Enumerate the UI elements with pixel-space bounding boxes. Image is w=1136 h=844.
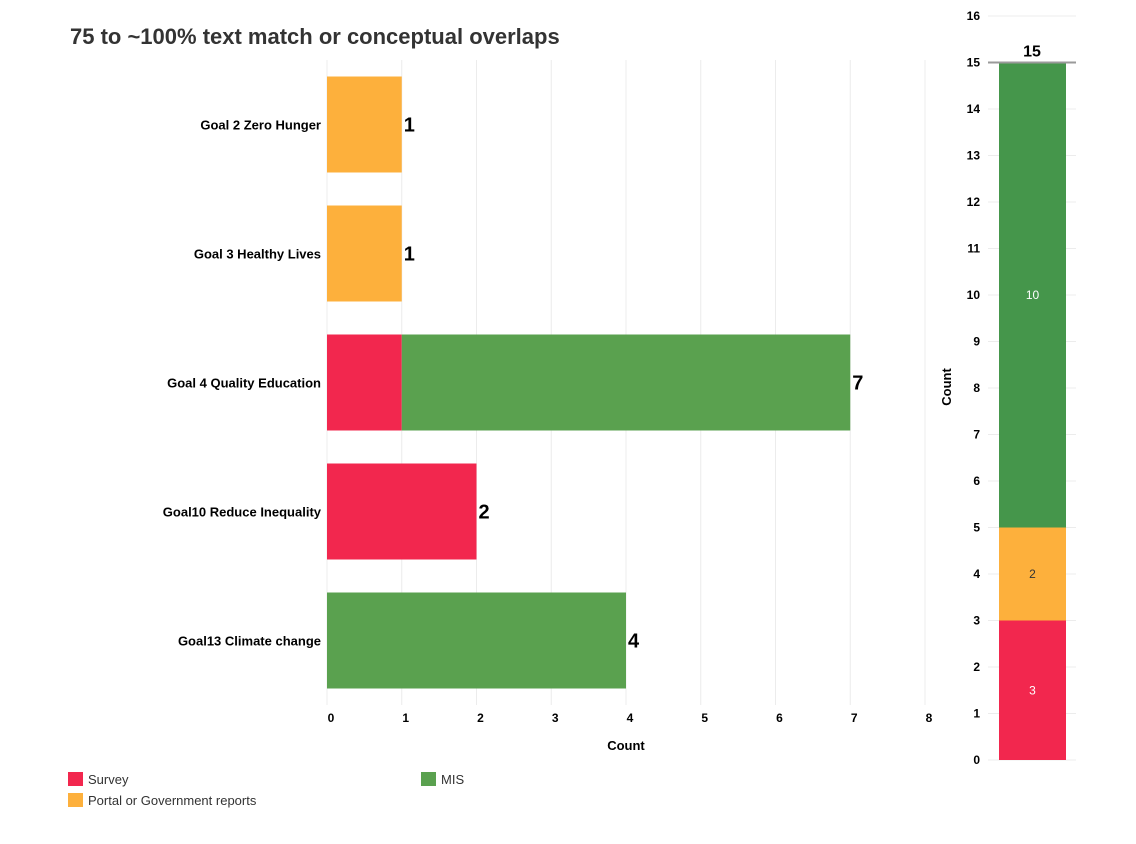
main-chart-bars bbox=[327, 76, 851, 689]
category-label: Goal13 Climate change bbox=[178, 634, 321, 649]
legend-label: MIS bbox=[441, 772, 464, 787]
segment-label: 10 bbox=[1026, 288, 1040, 302]
y-tick-label: 14 bbox=[967, 102, 981, 116]
x-tick-label: 0 bbox=[328, 711, 335, 725]
segment-label: 3 bbox=[1029, 683, 1036, 697]
legend-label: Portal or Government reports bbox=[88, 793, 257, 808]
legend: Survey MIS Portal or Government reports bbox=[68, 772, 464, 808]
x-tick-label: 2 bbox=[477, 711, 484, 725]
stack-segment bbox=[999, 62, 1066, 528]
bar-segment bbox=[401, 334, 851, 431]
y-tick-label: 10 bbox=[967, 288, 981, 302]
stack-total-label: 15 bbox=[1023, 44, 1041, 61]
category-label: Goal 2 Zero Hunger bbox=[200, 118, 321, 133]
y-tick-label: 1 bbox=[973, 707, 980, 721]
x-tick-label: 7 bbox=[851, 711, 858, 725]
y-tick-label: 16 bbox=[967, 9, 981, 23]
legend-swatch bbox=[68, 772, 83, 786]
bar-total-label: 2 bbox=[479, 502, 490, 524]
x-axis-title: Count bbox=[607, 738, 645, 753]
y-tick-label: 6 bbox=[973, 474, 980, 488]
category-label: Goal 4 Quality Education bbox=[167, 376, 321, 391]
bar-segment bbox=[327, 334, 402, 431]
category-label: Goal10 Reduce Inequality bbox=[163, 505, 322, 520]
bar-segment bbox=[327, 205, 402, 302]
y-tick-label: 13 bbox=[967, 149, 981, 163]
bar-segment bbox=[327, 463, 477, 560]
stack-segment bbox=[999, 527, 1066, 621]
bar-segment bbox=[327, 592, 626, 689]
stack-segment bbox=[999, 620, 1066, 760]
chart-title: 75 to ~100% text match or conceptual ove… bbox=[70, 24, 560, 49]
legend-swatch bbox=[68, 793, 83, 807]
bar-total-label: 7 bbox=[852, 373, 863, 395]
y-tick-label: 7 bbox=[973, 428, 980, 442]
x-tick-label: 4 bbox=[627, 711, 634, 725]
y-tick-label: 11 bbox=[967, 242, 980, 256]
main-chart-labels: Goal 2 Zero Hunger 1 Goal 3 Healthy Lives 1… bbox=[163, 115, 864, 653]
y-tick-label: 5 bbox=[973, 521, 980, 535]
y-tick-label: 4 bbox=[973, 567, 980, 581]
x-tick-label: 1 bbox=[402, 711, 409, 725]
x-tick-label: 8 bbox=[926, 711, 933, 725]
legend-swatch bbox=[421, 772, 436, 786]
y-tick-label: 3 bbox=[973, 614, 980, 628]
bar-total-label: 1 bbox=[404, 244, 415, 266]
side-y-axis-title: Count bbox=[939, 368, 954, 406]
bar-segment bbox=[327, 76, 402, 173]
segment-label: 2 bbox=[1029, 567, 1036, 581]
legend-label: Survey bbox=[88, 772, 129, 787]
category-label: Goal 3 Healthy Lives bbox=[194, 247, 321, 262]
x-tick-label: 6 bbox=[776, 711, 783, 725]
x-tick-label: 3 bbox=[552, 711, 559, 725]
y-tick-label: 9 bbox=[973, 335, 980, 349]
y-tick-label: 15 bbox=[967, 56, 981, 70]
y-tick-label: 2 bbox=[973, 660, 980, 674]
y-tick-label: 12 bbox=[967, 195, 981, 209]
side-chart-bars: 3 2 10 15 bbox=[988, 44, 1076, 760]
main-chart-x-axis: 0 1 2 3 4 5 6 7 8 bbox=[328, 711, 933, 725]
y-tick-label: 0 bbox=[973, 753, 980, 767]
bar-total-label: 4 bbox=[628, 631, 640, 653]
bar-total-label: 1 bbox=[404, 115, 415, 137]
y-tick-label: 8 bbox=[973, 381, 980, 395]
x-tick-label: 5 bbox=[701, 711, 708, 725]
